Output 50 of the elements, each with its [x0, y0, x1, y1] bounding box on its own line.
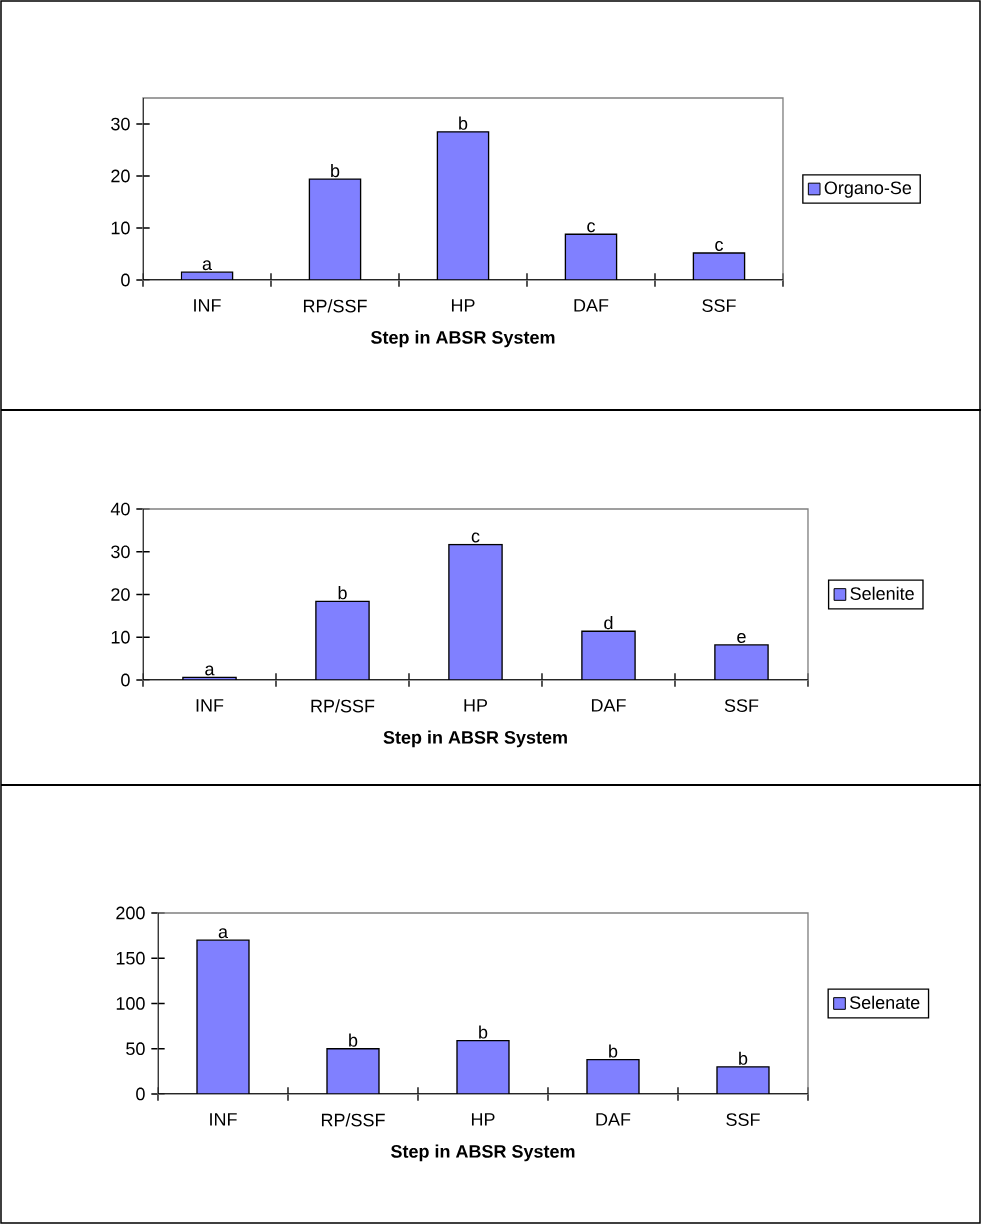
x-tick-label: DAF	[596, 1113, 631, 1126]
annotation: b	[349, 1033, 358, 1047]
x-tick-label: SSF	[702, 299, 736, 312]
legend-label: Selenite	[850, 586, 914, 600]
y-tick-label: 200	[116, 906, 145, 920]
annotation: c	[471, 532, 480, 543]
annotation: e	[737, 633, 746, 643]
y-tick-label: 20	[111, 588, 130, 601]
x-tick-label: DAF	[574, 299, 609, 312]
y-tick-label: 30	[111, 545, 130, 559]
x-tick-label: INF	[210, 1113, 237, 1126]
y-tick-label: 50	[126, 1042, 145, 1056]
y-tick-label: 30	[111, 117, 130, 131]
x-axis-title: Step in ABSR System	[391, 1144, 575, 1162]
legend-label: Selenate	[849, 995, 920, 1009]
y-tick-label: 10	[111, 221, 130, 235]
y-tick-label: 0	[121, 673, 130, 687]
annotation: b	[459, 116, 468, 130]
annotation: b	[331, 163, 340, 178]
y-tick-label: 0	[136, 1087, 145, 1101]
x-tick-label: RP/SSF	[303, 299, 367, 313]
y-tick-label: 100	[116, 997, 145, 1010]
annotation: d	[604, 616, 613, 630]
x-tick-label: HP	[451, 299, 475, 312]
annotation: b	[338, 586, 347, 600]
annotation: b	[609, 1044, 618, 1058]
x-tick-label: RP/SSF	[321, 1113, 385, 1127]
y-tick-label: 20	[111, 169, 130, 183]
annotation: a	[218, 928, 228, 939]
annotation: a	[202, 260, 212, 271]
x-tick-label: INF	[194, 299, 221, 312]
annotation: a	[205, 665, 215, 676]
x-tick-label: RP/SSF	[311, 699, 375, 713]
x-tick-label: SSF	[724, 699, 759, 712]
y-tick-label: 0	[121, 273, 130, 287]
x-tick-label: HP	[471, 1113, 495, 1126]
x-tick-label: DAF	[591, 699, 626, 712]
y-tick-label: 150	[116, 951, 145, 965]
x-axis-title: Step in ABSR System	[371, 330, 555, 348]
x-tick-label: INF	[196, 699, 224, 712]
x-axis-title: Step in ABSR System	[383, 730, 567, 748]
annotation: c	[715, 241, 724, 251]
y-tick-label: 10	[111, 630, 130, 644]
legend-label: Organo-Se	[824, 181, 912, 198]
annotation: b	[739, 1051, 748, 1065]
x-tick-label: HP	[464, 699, 488, 712]
annotation: c	[587, 222, 596, 233]
y-tick-label: 40	[110, 502, 130, 516]
annotation: b	[479, 1025, 488, 1039]
x-tick-label: SSF	[726, 1113, 760, 1126]
